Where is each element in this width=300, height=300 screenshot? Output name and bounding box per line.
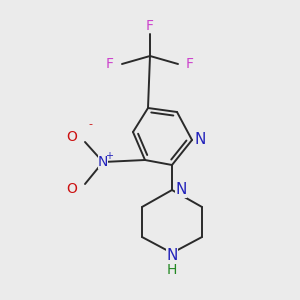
Text: O: O bbox=[66, 182, 77, 196]
Text: N: N bbox=[194, 133, 206, 148]
Text: F: F bbox=[146, 19, 154, 33]
Text: N: N bbox=[98, 155, 108, 169]
Text: +: + bbox=[105, 151, 113, 161]
Text: H: H bbox=[167, 263, 177, 277]
Text: O: O bbox=[66, 130, 77, 144]
Text: N: N bbox=[175, 182, 187, 197]
Text: F: F bbox=[186, 57, 194, 71]
Text: F: F bbox=[106, 57, 114, 71]
Text: -: - bbox=[88, 119, 92, 129]
Text: N: N bbox=[166, 248, 178, 262]
